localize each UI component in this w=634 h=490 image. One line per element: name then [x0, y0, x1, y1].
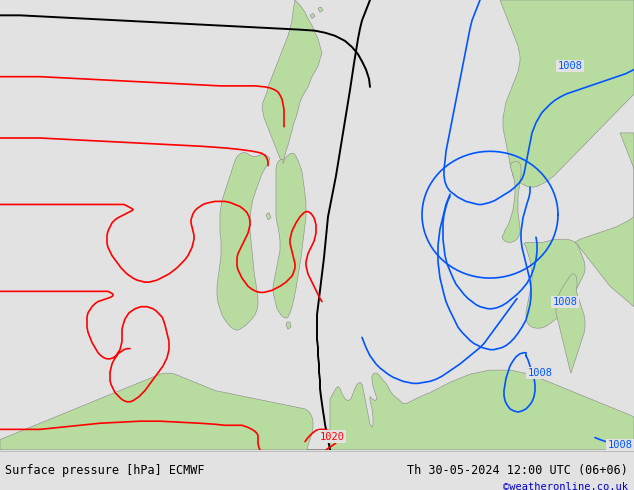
Text: 1008: 1008	[552, 296, 578, 307]
Text: ©weatheronline.co.uk: ©weatheronline.co.uk	[503, 482, 628, 490]
Polygon shape	[502, 162, 521, 242]
Polygon shape	[575, 133, 634, 307]
Polygon shape	[524, 239, 585, 328]
Polygon shape	[217, 152, 270, 330]
Polygon shape	[556, 274, 585, 373]
Polygon shape	[318, 7, 323, 12]
Polygon shape	[273, 153, 306, 318]
Text: 1008: 1008	[607, 440, 633, 450]
Polygon shape	[0, 370, 634, 450]
Text: Surface pressure [hPa] ECMWF: Surface pressure [hPa] ECMWF	[5, 464, 205, 477]
Polygon shape	[500, 0, 634, 187]
Text: Th 30-05-2024 12:00 UTC (06+06): Th 30-05-2024 12:00 UTC (06+06)	[407, 464, 628, 477]
Polygon shape	[266, 213, 271, 220]
Polygon shape	[262, 0, 322, 162]
Text: 1008: 1008	[527, 368, 552, 378]
Polygon shape	[286, 322, 291, 329]
Text: 1020: 1020	[320, 432, 344, 441]
Text: 1008: 1008	[557, 61, 583, 72]
Polygon shape	[310, 13, 315, 19]
